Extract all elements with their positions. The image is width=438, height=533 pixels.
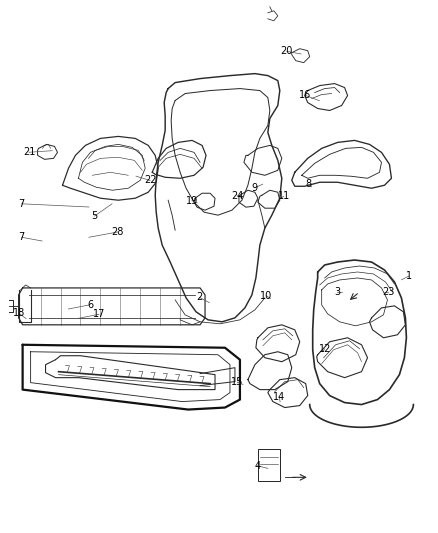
Bar [258, 449, 280, 481]
Text: 11: 11 [278, 191, 290, 201]
Text: 24: 24 [231, 191, 244, 201]
Text: 21: 21 [23, 147, 35, 157]
Text: 19: 19 [186, 196, 198, 206]
Text: 3: 3 [334, 287, 340, 297]
Text: 28: 28 [112, 227, 124, 237]
Text: 2: 2 [196, 292, 202, 302]
Text: 17: 17 [93, 309, 105, 319]
Text: 14: 14 [273, 392, 286, 402]
Text: 16: 16 [299, 91, 311, 100]
Text: 23: 23 [382, 287, 395, 297]
Text: 18: 18 [13, 308, 25, 318]
Text: 10: 10 [260, 290, 272, 301]
Text: 8: 8 [305, 179, 311, 189]
Text: 7: 7 [18, 232, 25, 243]
Text: 7: 7 [18, 199, 25, 209]
Text: 4: 4 [254, 461, 261, 471]
Text: 12: 12 [318, 344, 331, 354]
Text: 1: 1 [406, 271, 412, 281]
Text: 6: 6 [87, 300, 93, 310]
Text: 5: 5 [92, 211, 98, 221]
Text: 22: 22 [144, 175, 156, 185]
Text: 9: 9 [252, 183, 258, 193]
Text: 15: 15 [231, 377, 244, 387]
Text: 20: 20 [280, 46, 293, 56]
